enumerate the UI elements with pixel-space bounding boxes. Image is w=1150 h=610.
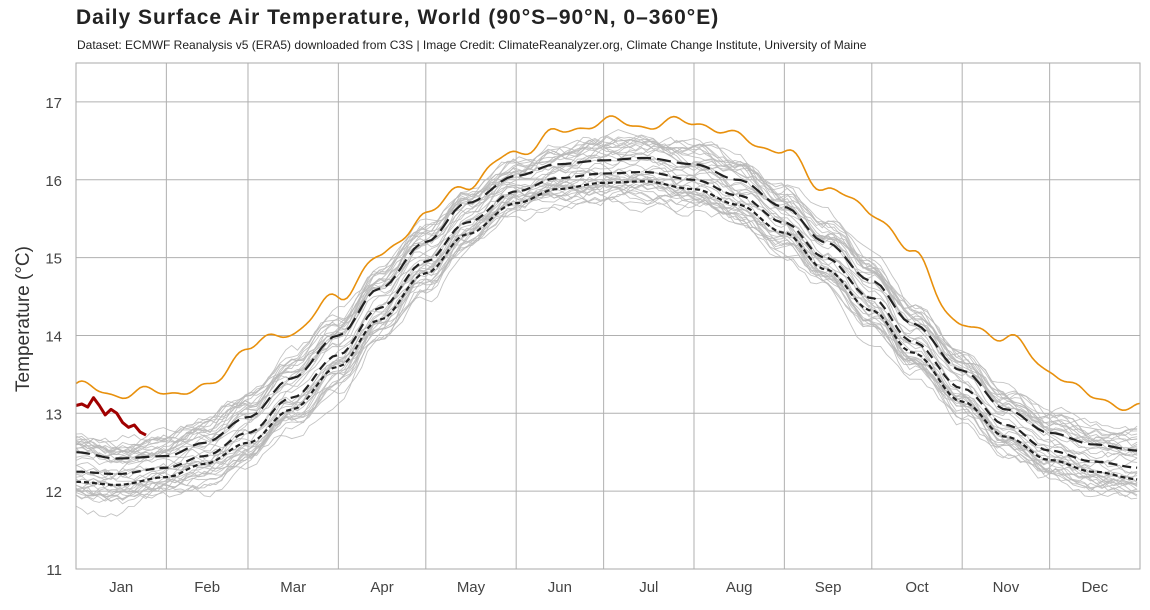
highlight-series — [75, 115, 1141, 486]
x-tick-label: Jun — [548, 579, 572, 596]
past-year-line — [75, 140, 1138, 456]
x-tick-label: Apr — [370, 579, 393, 596]
plot-frame — [75, 62, 1141, 570]
upper-dashed-line — [75, 156, 1138, 460]
chart-title: Daily Surface Air Temperature, World (90… — [76, 6, 720, 29]
y-tick-label: 13 — [45, 406, 62, 423]
past-year-line — [75, 175, 1138, 497]
chart-subtitle: Dataset: ECMWF Reanalysis v5 (ERA5) down… — [77, 38, 867, 52]
grid — [76, 63, 1140, 570]
axis-ticks: 11 12 13 14 15 16 17 Jan Feb Mar Apr May Jun Jul Aug Se… — [45, 95, 1108, 596]
past-year-line — [75, 162, 1138, 478]
past-year-line — [75, 142, 1138, 459]
x-tick-label: Dec — [1081, 579, 1108, 596]
x-tick-label: Mar — [280, 579, 306, 596]
mean-dashed-line — [75, 170, 1138, 476]
past-year-line — [75, 184, 1138, 498]
past-year-line — [75, 143, 1138, 463]
y-tick-label: 12 — [45, 484, 62, 501]
y-axis-label: Temperature (°C) — [13, 246, 34, 392]
x-tick-label: Sep — [815, 579, 842, 596]
past-year-line — [75, 183, 1138, 493]
current-year-line — [75, 396, 147, 437]
past-year-line — [75, 179, 1138, 503]
past-years-lines — [75, 129, 1138, 518]
x-tick-label: Jul — [639, 579, 658, 596]
x-tick-label: May — [457, 579, 486, 596]
y-tick-label: 11 — [46, 562, 62, 579]
y-tick-label: 15 — [45, 251, 62, 268]
past-year-line — [75, 136, 1138, 449]
past-year-line — [75, 179, 1138, 495]
past-year-line — [75, 136, 1138, 465]
previous-year-line — [75, 115, 1141, 412]
past-year-line — [75, 173, 1138, 494]
past-year-line — [75, 177, 1138, 493]
x-tick-label: Feb — [194, 579, 220, 596]
past-year-line — [75, 152, 1138, 458]
past-year-line — [75, 136, 1138, 453]
x-tick-label: Oct — [905, 579, 929, 596]
past-year-line — [75, 135, 1138, 459]
y-tick-label: 14 — [45, 328, 62, 345]
past-year-line — [75, 175, 1138, 502]
y-tick-label: 16 — [45, 173, 62, 190]
lower-dashed-line — [75, 180, 1138, 486]
x-tick-label: Aug — [726, 579, 753, 596]
x-tick-label: Nov — [993, 579, 1020, 596]
past-year-line — [75, 137, 1138, 455]
past-year-line — [75, 177, 1138, 499]
y-tick-label: 17 — [45, 95, 62, 112]
x-tick-label: Jan — [109, 579, 133, 596]
